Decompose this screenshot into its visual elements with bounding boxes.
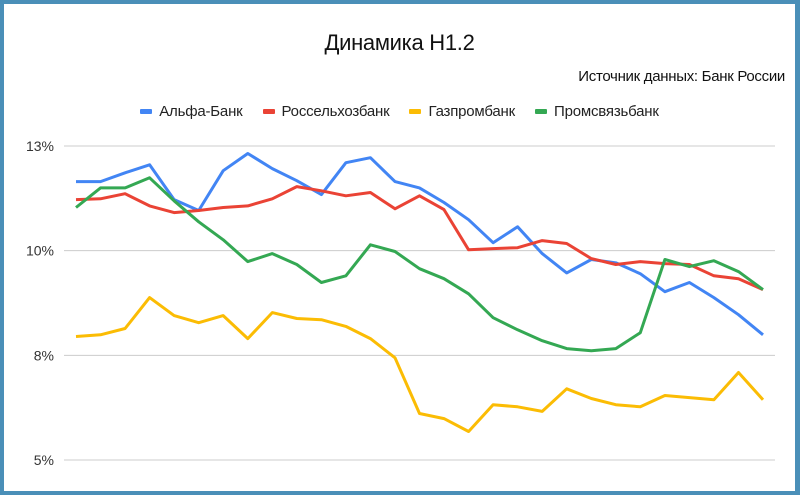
series-line[interactable] <box>75 176 764 353</box>
legend-item-promsvyaz[interactable]: Промсвязьбанк <box>535 103 659 120</box>
y-tick-label: 10% <box>26 243 54 259</box>
legend-swatch-icon <box>535 109 548 114</box>
gridlines <box>64 145 775 461</box>
legend-swatch-icon <box>262 109 275 114</box>
y-tick-label: 5% <box>34 452 54 468</box>
chart-frame: Динамика Н1.2 Источник данных: Банк Росс… <box>4 4 795 491</box>
legend-swatch-icon <box>409 109 422 114</box>
chart-subtitle: Источник данных: Банк России <box>578 68 785 85</box>
series-line[interactable] <box>76 152 764 336</box>
legend: Альфа-Банк Россельхозбанк Газпромбанк Пр… <box>4 103 795 120</box>
series-line[interactable] <box>75 185 764 291</box>
y-tick-label: 8% <box>34 347 54 363</box>
y-axis: 13% 10% 8% 5% <box>26 138 54 468</box>
series-lines <box>75 152 765 433</box>
legend-item-alfa[interactable]: Альфа-Банк <box>140 103 243 120</box>
legend-item-gazprom[interactable]: Газпромбанк <box>409 103 515 120</box>
legend-label: Промсвязьбанк <box>554 103 659 120</box>
legend-label: Россельхозбанк <box>281 103 390 120</box>
legend-label: Газпромбанк <box>428 103 516 120</box>
series-line[interactable] <box>75 296 765 433</box>
legend-item-rosselkhoz[interactable]: Россельхозбанк <box>262 103 390 120</box>
y-tick-label: 13% <box>26 138 54 154</box>
legend-label: Альфа-Банк <box>159 103 243 120</box>
legend-swatch-icon <box>140 109 153 114</box>
chart-title: Динамика Н1.2 <box>324 30 475 55</box>
